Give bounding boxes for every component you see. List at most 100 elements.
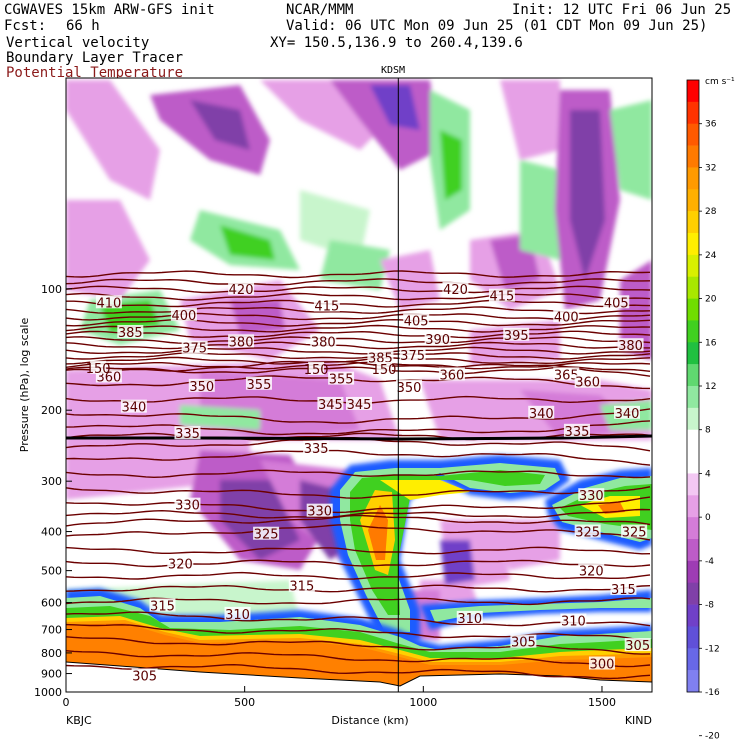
theta-label: 400 [172,309,197,324]
theta-label-bg [553,309,580,323]
theta-contour [66,352,651,360]
theta-contour [66,270,651,279]
colorbar-label: -16 [705,688,720,698]
theta-contour [66,508,651,519]
theta-contour [66,299,651,308]
theta-contour [66,312,651,321]
theta-label-bg [224,606,251,620]
theta-label-bg [563,423,590,437]
theta-label: 335 [175,427,200,442]
theta-label: 395 [504,329,529,344]
theta-label: 310 [457,612,482,627]
colorbar-label: 24 [705,251,717,261]
theta-label-bg [188,378,215,392]
colorbar-label: 28 [705,207,717,217]
theta-label: 415 [314,300,339,315]
theta-label-bg [399,348,426,362]
theta-label: 325 [622,526,647,541]
y-tick-label: 200 [41,404,62,417]
theta-label-bg [442,281,469,295]
theta-label: 350 [397,381,422,396]
tropopause-line [66,434,652,441]
theta-label-bg [578,563,605,577]
theta-label-bg [117,325,144,339]
theta-label-bg [149,598,176,612]
colorbar-label: -12 [705,644,720,654]
valid-time: Valid: 06 UTC Mon 09 Jun 25 (01 CDT Mon … [286,18,708,34]
forecast-hour: 66 h [66,18,100,34]
theta-label: 390 [425,333,450,348]
theta-label-bg [553,367,580,381]
colorbar-label: 8 [705,426,711,436]
theta-label-bg [376,361,393,375]
theta-label: 150 [304,363,329,378]
colorbar-swatch [687,582,699,605]
y-tick-label: 800 [41,647,62,660]
theta-label: 325 [254,528,279,543]
colorbar-label: 20 [705,295,717,305]
theta-label-bg [438,367,465,381]
colorbar-swatch [687,342,699,365]
colorbar-swatch [687,648,699,671]
right-station-label: KIND [625,714,652,727]
theta-label-bg [174,426,201,440]
theta-label: 315 [611,583,636,598]
theta-label: 355 [247,378,272,393]
model-title: CGWAVES 15km ARW-GFS init [4,2,215,18]
theta-label-bg [90,360,107,374]
theta-contour [66,546,651,555]
field-potential-temperature: Potential Temperature [6,65,184,81]
theta-label-bg [120,399,147,413]
theta-label-bg [613,405,640,419]
colorbar-swatch [687,254,699,278]
colorbar-swatch [687,320,699,343]
theta-label: 345 [318,398,343,413]
theta-label: 405 [604,296,629,311]
theta-label: 380 [618,339,643,354]
colorbar-swatch [687,123,699,146]
theta-label-bg [253,526,280,540]
theta-label-bg [574,524,601,538]
theta-label: 360 [575,376,600,391]
theta-label: 420 [229,283,254,298]
theta-label: 310 [225,608,250,623]
colorbar-swatch [687,407,699,431]
colorbar-swatch [687,451,699,474]
theta-contour [66,408,651,424]
theta-contour [66,366,651,375]
colorbar-swatch [687,429,699,452]
theta-label: 420 [443,283,468,298]
colorbar-swatch [687,386,699,409]
y-tick-label: 400 [41,526,62,539]
theta-label: 375 [182,342,207,357]
theta-label-bg [174,497,201,511]
station-marker-label: KDSM [381,65,406,76]
theta-contour [66,356,651,365]
theta-contour [66,623,651,642]
theta-contour [66,324,651,333]
theta-label: 360 [96,371,121,386]
theta-contour [66,375,651,390]
colorbar-swatch [687,80,699,103]
x-axis-label: Distance (km) [331,714,408,727]
colorbar-label: 36 [705,120,717,130]
field-boundary-layer-tracer: Boundary Layer Tracer [6,50,184,66]
theta-contour [66,486,651,499]
field-vertical-velocity: Vertical velocity [6,35,150,51]
theta-label: 330 [175,499,200,514]
theta-label-bg [313,298,340,312]
colorbar-label: 16 [705,338,717,348]
theta-label: 350 [189,380,214,395]
colorbar-swatch [687,101,699,125]
terrain [66,662,652,692]
theta-label-bg [228,281,255,295]
colorbar-swatch [687,233,699,256]
theta-label: 310 [561,615,586,630]
theta-label-bg [574,374,601,388]
colorbar-swatch [687,167,699,190]
theta-label-bg [170,307,197,321]
theta-label-bg [328,371,355,385]
theta-label: 305 [132,669,157,684]
theta-label-bg [488,288,515,302]
